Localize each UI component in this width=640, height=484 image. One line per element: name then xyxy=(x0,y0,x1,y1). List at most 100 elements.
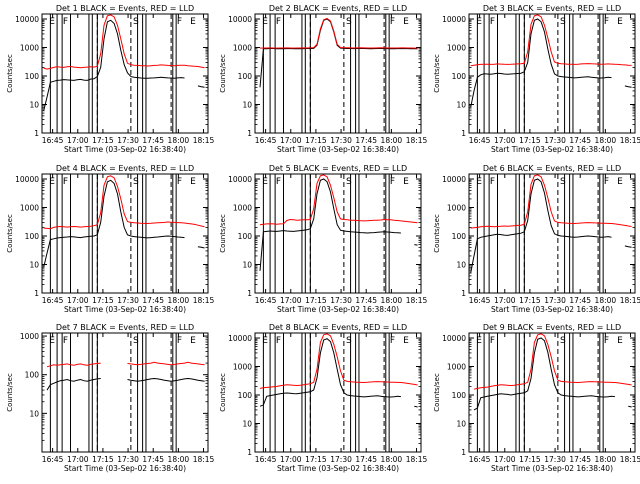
x-tick-label: 17:30 xyxy=(117,136,139,145)
plot-frame xyxy=(254,332,422,453)
x-axis-label: Start Time (03-Sep-02 16:38:40) xyxy=(491,305,613,314)
panel-title: Det 1 BLACK = Events, RED = LLD xyxy=(56,4,194,13)
panel-title: Det 3 BLACK = Events, RED = LLD xyxy=(483,4,621,13)
detector-panel-8: Det 8 BLACK = Events, RED = LLD 16:45 17:0… xyxy=(219,323,428,473)
x-tick-label: 18:15 xyxy=(193,296,215,305)
y-tick-label: 100 xyxy=(238,72,253,81)
x-tick-label: 17:15 xyxy=(305,136,327,145)
region-label: E xyxy=(190,336,196,346)
y-tick-label: 100 xyxy=(452,72,467,81)
region-label: E xyxy=(476,177,482,187)
y-tick-label: 100 xyxy=(238,232,253,241)
y-tick-label: 10000 xyxy=(442,15,466,24)
plot-frame xyxy=(254,173,422,294)
x-tick-label: 17:15 xyxy=(519,136,541,145)
region-label: F xyxy=(63,177,68,187)
series-line-lld xyxy=(470,174,632,229)
series-line-lld xyxy=(43,14,205,70)
x-tick-label: 16:45 xyxy=(42,136,64,145)
y-axis-label: Counts/sec xyxy=(433,54,441,93)
x-axis-label: Start Time (03-Sep-02 16:38:40) xyxy=(491,464,613,473)
x-tick-label: 17:00 xyxy=(67,136,89,145)
x-tick-label: 17:00 xyxy=(494,455,516,464)
region-label: E xyxy=(49,336,55,346)
x-tick-label: 17:45 xyxy=(569,136,591,145)
series-line-lld xyxy=(473,333,632,390)
series-line-events xyxy=(628,405,632,408)
y-tick-label: 1000 xyxy=(447,363,466,372)
region-label: E xyxy=(476,17,482,27)
panel-title: Det 9 BLACK = Events, RED = LLD xyxy=(483,323,621,332)
region-label: F xyxy=(604,177,609,187)
series-line-lld xyxy=(259,174,418,226)
y-tick-label: 10 xyxy=(29,261,39,270)
series-line-events xyxy=(46,378,101,391)
region-label: F xyxy=(63,17,68,27)
y-tick-label: 10 xyxy=(456,420,466,429)
region-label: E xyxy=(403,336,409,346)
x-tick-label: 16:45 xyxy=(42,296,64,305)
y-tick-label: 1000 xyxy=(233,204,252,213)
region-label: S xyxy=(346,17,352,27)
panel-title: Det 8 BLACK = Events, RED = LLD xyxy=(269,323,407,332)
x-tick-label: 17:15 xyxy=(519,455,541,464)
x-tick-label: 17:00 xyxy=(67,455,89,464)
y-tick-label: 10000 xyxy=(15,175,39,184)
y-tick-label: 1000 xyxy=(233,363,252,372)
plot-frame xyxy=(41,332,209,453)
x-tick-label: 17:15 xyxy=(519,296,541,305)
series-line-events xyxy=(470,178,612,274)
x-tick-label: 16:45 xyxy=(255,296,277,305)
region-label: F xyxy=(390,17,395,27)
series-line-events xyxy=(197,246,205,249)
y-tick-label: 100 xyxy=(452,391,467,400)
region-label: F xyxy=(177,17,182,27)
x-axis-label: Start Time (03-Sep-02 16:38:40) xyxy=(64,464,186,473)
y-tick-label: 1000 xyxy=(447,204,466,213)
region-label: E xyxy=(190,17,196,27)
region-label: F xyxy=(276,336,281,346)
panel-title: Det 6 BLACK = Events, RED = LLD xyxy=(483,164,621,173)
region-label: E xyxy=(49,177,55,187)
x-tick-label: 17:30 xyxy=(544,455,566,464)
plot-frame xyxy=(468,13,636,134)
x-tick-label: 18:00 xyxy=(168,136,190,145)
region-label: F xyxy=(63,336,68,346)
plot-frame xyxy=(468,332,636,453)
y-axis-label: Counts/sec xyxy=(219,54,227,93)
series-line-events xyxy=(43,19,185,111)
y-axis-label: Counts/sec xyxy=(219,214,227,253)
x-tick-label: 17:30 xyxy=(330,296,352,305)
region-label: S xyxy=(346,177,352,187)
x-tick-label: 17:45 xyxy=(142,296,164,305)
x-tick-label: 17:45 xyxy=(355,455,377,464)
series-line-lld xyxy=(127,361,205,366)
x-tick-label: 18:15 xyxy=(406,296,428,305)
x-tick-label: 17:45 xyxy=(569,296,591,305)
x-tick-label: 16:45 xyxy=(469,296,491,305)
x-tick-label: 16:45 xyxy=(469,136,491,145)
x-tick-label: 17:15 xyxy=(92,455,114,464)
y-tick-label: 10 xyxy=(456,101,466,110)
region-label: F xyxy=(177,336,182,346)
y-tick-label: 1000 xyxy=(20,204,39,213)
x-tick-label: 17:45 xyxy=(142,455,164,464)
y-tick-label: 1 xyxy=(34,289,39,298)
series-line-lld xyxy=(46,362,101,368)
x-tick-label: 18:00 xyxy=(381,136,403,145)
y-tick-label: 1000 xyxy=(20,44,39,53)
y-axis-label: Counts/sec xyxy=(433,214,441,253)
x-tick-label: 17:30 xyxy=(544,136,566,145)
x-tick-label: 17:45 xyxy=(355,296,377,305)
panel-title: Det 5 BLACK = Events, RED = LLD xyxy=(269,164,407,173)
x-tick-label: 17:15 xyxy=(305,296,327,305)
region-label: F xyxy=(390,336,395,346)
detector-panel-9: Det 9 BLACK = Events, RED = LLD 16:45 17:0… xyxy=(433,323,640,473)
plot-frame xyxy=(254,13,422,134)
plot-frame xyxy=(468,173,636,294)
series-line-lld xyxy=(259,333,418,389)
detector-panel-5: Det 5 BLACK = Events, RED = LLD 16:45 17:0… xyxy=(219,164,428,314)
x-tick-label: 17:00 xyxy=(280,296,302,305)
y-axis-label: Counts/sec xyxy=(219,373,227,412)
x-tick-label: 17:30 xyxy=(117,455,139,464)
